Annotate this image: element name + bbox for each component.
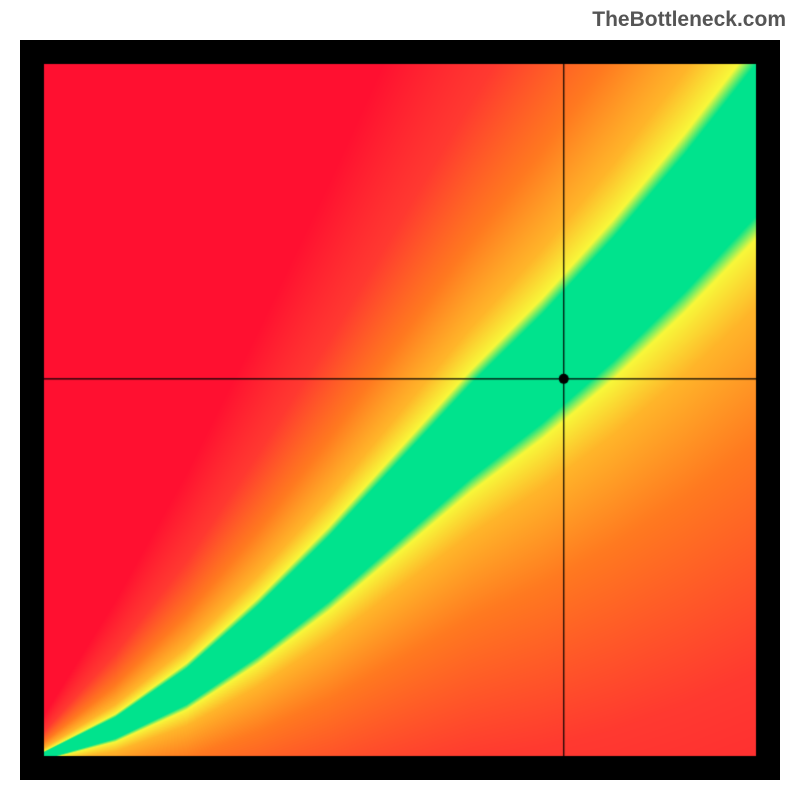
- heatmap-container: [20, 40, 780, 780]
- bottleneck-heatmap: [20, 40, 780, 780]
- watermark-text: TheBottleneck.com: [592, 8, 786, 32]
